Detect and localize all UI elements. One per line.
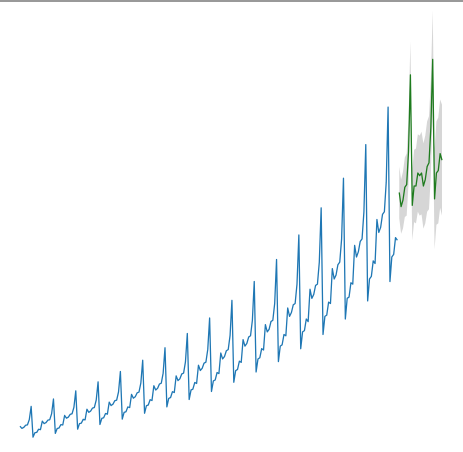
series-line [398, 58, 443, 208]
confidence-band [399, 10, 442, 250]
series-line [19, 106, 398, 438]
